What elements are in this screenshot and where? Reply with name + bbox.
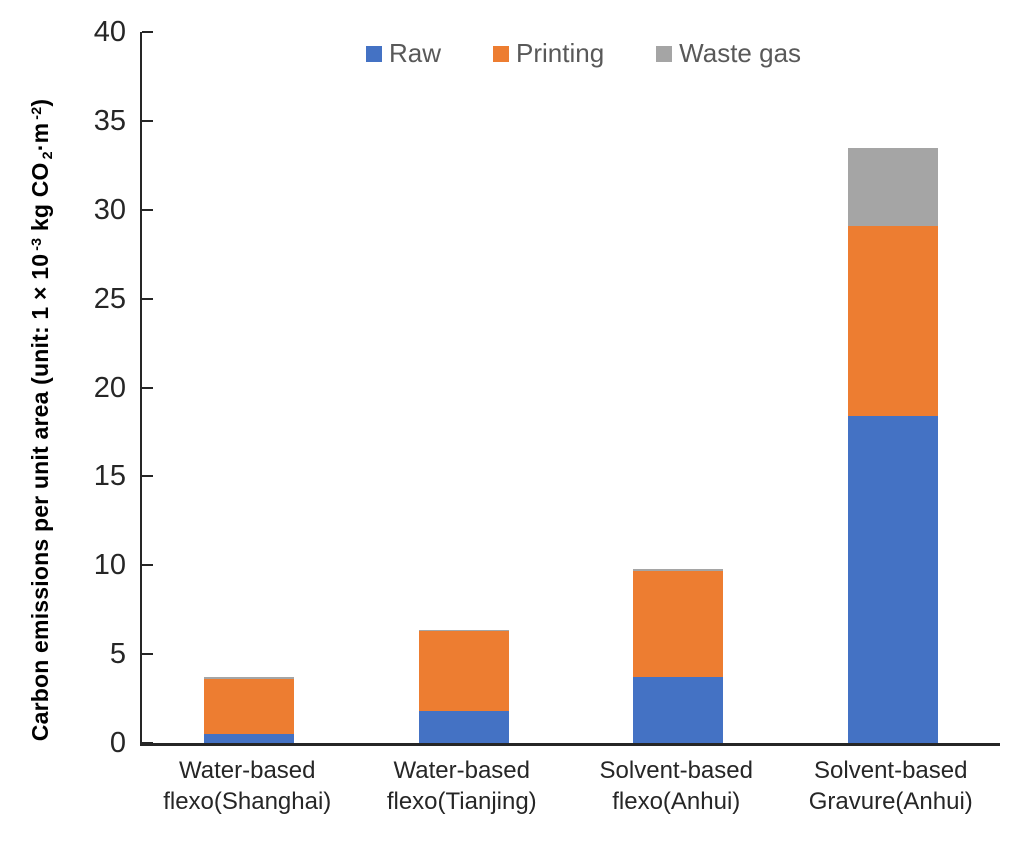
legend-swatch-icon bbox=[366, 45, 382, 62]
legend-swatch-icon bbox=[493, 45, 510, 62]
y-axis-tick-mark bbox=[142, 31, 153, 33]
y-axis-tick-label: 15 bbox=[93, 460, 126, 493]
legend-label: Raw bbox=[389, 38, 442, 68]
bar-segment-waste-gas-cat3 bbox=[633, 568, 724, 571]
y-axis-title-part: 2 bbox=[39, 151, 56, 160]
legend-item-raw: Raw bbox=[366, 38, 441, 69]
legend-swatch-icon bbox=[656, 45, 673, 62]
bar-segment-raw-cat2 bbox=[418, 711, 509, 743]
y-axis-tick-label: 35 bbox=[93, 104, 126, 137]
bar-segment-printing-cat2 bbox=[418, 631, 509, 712]
x-axis-category-label: Solvent-based Gravure(Anhui) bbox=[808, 757, 973, 815]
y-axis-tick-label: 30 bbox=[93, 193, 126, 226]
y-axis-tick-mark bbox=[142, 475, 153, 478]
y-axis-tick-mark bbox=[142, 119, 153, 122]
y-axis-tick-label: 5 bbox=[109, 638, 126, 671]
bar-segment-raw-cat4 bbox=[847, 415, 938, 743]
y-axis-tick-label: 40 bbox=[93, 16, 126, 48]
legend-item-printing: Printing bbox=[493, 38, 604, 69]
bar-segment-waste-gas-cat1 bbox=[204, 677, 295, 680]
bar-segment-raw-cat3 bbox=[633, 677, 724, 743]
y-axis-tick-label: 0 bbox=[109, 727, 126, 759]
y-axis-tick-label: 25 bbox=[93, 282, 126, 315]
plot-area bbox=[140, 31, 1000, 746]
bar-segment-printing-cat1 bbox=[204, 679, 295, 735]
legend: Raw Printing Waste gas bbox=[366, 38, 801, 69]
x-axis-category-label: Water-based flexo(Shanghai) bbox=[163, 757, 332, 815]
y-axis-tick-mark bbox=[142, 208, 153, 211]
y-axis-tick-label: 20 bbox=[93, 371, 126, 404]
bar-segment-printing-cat4 bbox=[847, 225, 938, 416]
bar-segment-printing-cat3 bbox=[633, 570, 724, 678]
x-axis-category-label: Solvent-based flexo(Anhui) bbox=[599, 757, 753, 815]
y-axis-tick-mark bbox=[142, 297, 153, 300]
x-axis-category-label: Water-based flexo(Tianjing) bbox=[386, 757, 537, 815]
legend-label: Waste gas bbox=[679, 38, 802, 68]
legend-label: Printing bbox=[516, 38, 605, 68]
y-axis-tick-mark bbox=[142, 742, 153, 744]
y-axis-tick-label: 10 bbox=[93, 549, 126, 582]
bar-segment-waste-gas-cat2 bbox=[418, 630, 509, 632]
bar-segment-waste-gas-cat4 bbox=[847, 147, 938, 226]
bar-segment-raw-cat1 bbox=[204, 734, 295, 743]
y-axis-title-part: -3 bbox=[28, 237, 45, 251]
y-axis-tick-mark bbox=[142, 653, 153, 656]
legend-item-waste-gas: Waste gas bbox=[656, 38, 801, 69]
y-axis-tick-mark bbox=[142, 386, 153, 389]
y-axis-tick-mark bbox=[142, 564, 153, 567]
